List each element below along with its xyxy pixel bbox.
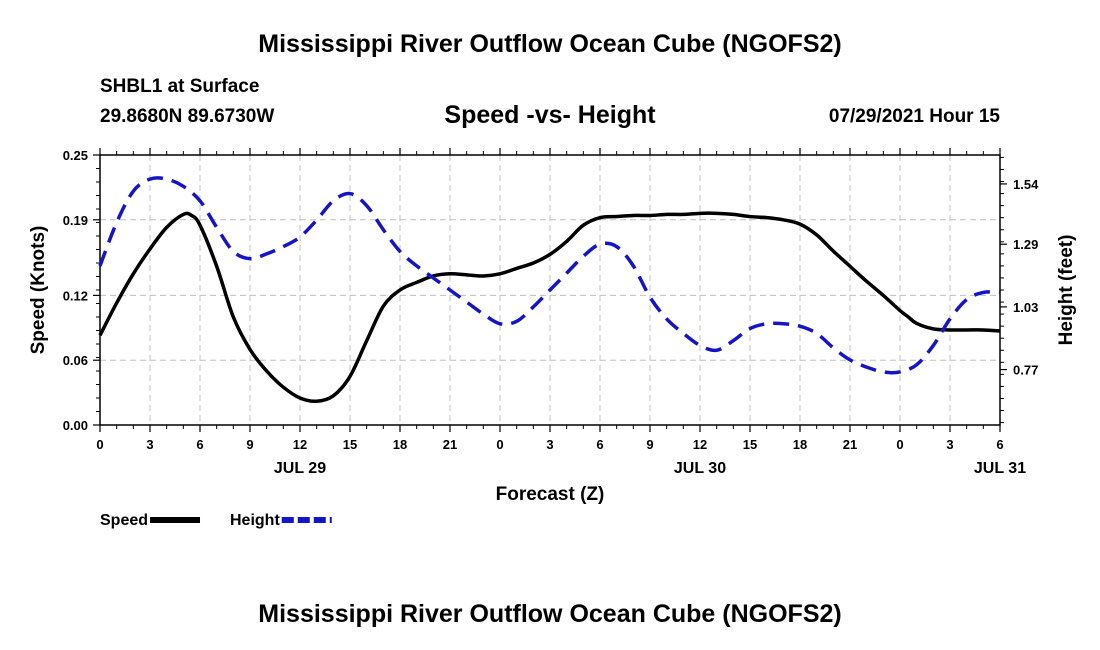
y2-tick-label: 1.54 [1013,177,1039,192]
legend: Speed Height [100,512,332,529]
axis-ticks [93,148,1007,432]
date-label: JUL 29 [274,460,326,477]
x-tick-label: 15 [343,437,357,452]
legend-label-speed: Speed [100,512,148,529]
y-tick-label: 0.25 [63,148,88,163]
y2-tick-label: 1.29 [1013,237,1038,252]
y-tick-label: 0.06 [63,353,88,368]
x-tick-label: 0 [896,437,903,452]
y-tick-label: 0.12 [63,288,88,303]
forecast-datetime: 07/29/2021 Hour 15 [828,106,1000,127]
y2-tick-label: 0.77 [1013,363,1038,378]
x-tick-label: 3 [146,437,153,452]
station-label: SHBL1 at Surface [100,76,260,97]
x-tick-label: 6 [196,437,203,452]
series-speed-line [98,211,1001,404]
x-tick-label: 12 [693,437,707,452]
date-label: JUL 31 [974,460,1026,477]
x-tick-label: 21 [443,437,457,452]
legend-label-height: Height [230,512,280,529]
x-tick-label: 15 [743,437,757,452]
x-tick-label: 21 [843,437,857,452]
y-tick-label: 0.00 [63,418,88,433]
series-height-line [98,176,1001,375]
x-tick-label: 6 [996,437,1003,452]
chart-subtitle: Speed -vs- Height [444,101,656,129]
x-tick-label: 0 [96,437,103,452]
x-tick-label: 9 [646,437,653,452]
y-axis-title: Speed (Knots) [28,226,49,355]
coordinates-label: 29.8680N 89.6730W [100,106,275,127]
x-tick-label: 3 [946,437,953,452]
x-tick-label: 12 [293,437,307,452]
x-tick-label: 18 [793,437,807,452]
axis-labels: 0 3 6 9 12 15 18 21 0 3 6 9 12 15 18 21 0 3 6 0.00 0.06 0.12 0… [28,148,1077,505]
y-tick-label: 0.19 [63,213,88,228]
x-tick-label: 9 [246,437,253,452]
x-tick-label: 3 [546,437,553,452]
x-tick-label: 6 [596,437,603,452]
chart-title: Mississippi River Outflow Ocean Cube (NG… [258,30,842,58]
x-tick-label: 18 [393,437,407,452]
y2-tick-label: 1.03 [1013,300,1038,315]
y2-axis-title: Height (feet) [1056,235,1077,346]
series-lines [98,176,1001,404]
date-label: JUL 30 [674,460,726,477]
x-axis-title: Forecast (Z) [496,484,605,505]
footer-title: Mississippi River Outflow Ocean Cube (NG… [258,600,842,628]
x-tick-label: 0 [496,437,503,452]
